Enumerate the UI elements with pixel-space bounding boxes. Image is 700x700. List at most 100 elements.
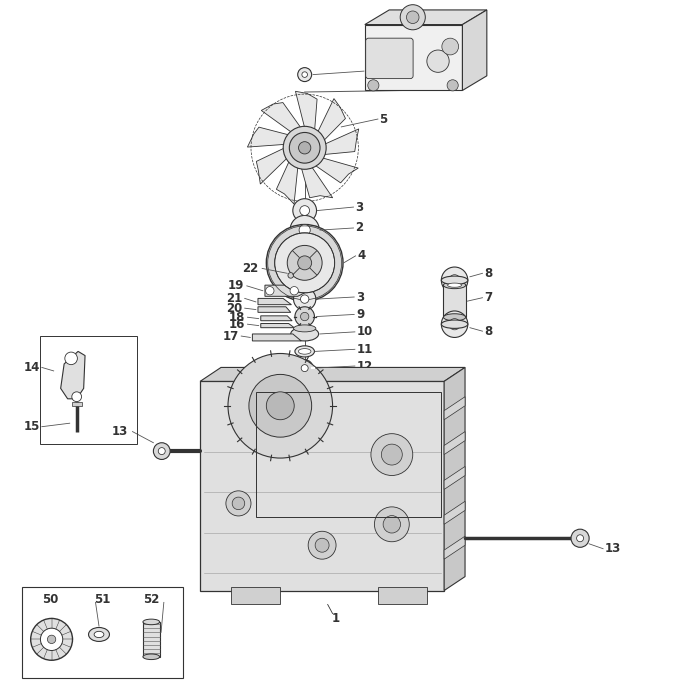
Circle shape	[301, 365, 308, 372]
Circle shape	[266, 392, 294, 420]
Text: 16: 16	[228, 318, 245, 330]
Text: 2: 2	[356, 221, 364, 234]
Polygon shape	[365, 25, 463, 90]
Circle shape	[441, 267, 468, 293]
Circle shape	[226, 491, 251, 516]
Ellipse shape	[295, 346, 314, 357]
Ellipse shape	[143, 619, 160, 624]
Text: 17: 17	[222, 330, 239, 342]
Polygon shape	[444, 397, 465, 420]
Ellipse shape	[441, 276, 468, 284]
Text: 8: 8	[484, 325, 493, 337]
Circle shape	[368, 80, 379, 91]
Circle shape	[449, 274, 460, 286]
Polygon shape	[444, 536, 465, 559]
Text: 8: 8	[484, 267, 493, 280]
FancyBboxPatch shape	[365, 38, 413, 78]
Circle shape	[382, 444, 402, 465]
Polygon shape	[61, 351, 85, 399]
Circle shape	[442, 38, 458, 55]
Text: 6: 6	[365, 64, 374, 78]
Polygon shape	[316, 99, 345, 143]
Circle shape	[31, 618, 73, 660]
Circle shape	[300, 312, 309, 321]
Ellipse shape	[443, 281, 466, 288]
Circle shape	[249, 374, 312, 438]
Text: 22: 22	[242, 262, 259, 275]
Polygon shape	[321, 129, 358, 155]
Circle shape	[298, 141, 311, 154]
Polygon shape	[261, 316, 292, 321]
Ellipse shape	[441, 320, 468, 328]
Circle shape	[374, 507, 409, 542]
Polygon shape	[463, 10, 486, 90]
Circle shape	[407, 11, 419, 24]
Circle shape	[400, 5, 426, 30]
Text: 21: 21	[225, 292, 242, 305]
Polygon shape	[276, 158, 298, 204]
Circle shape	[298, 68, 312, 82]
Text: 51: 51	[94, 593, 111, 606]
Circle shape	[447, 80, 458, 91]
Circle shape	[284, 126, 326, 169]
Circle shape	[266, 225, 343, 301]
Circle shape	[298, 256, 312, 270]
Circle shape	[293, 199, 316, 223]
Text: 1: 1	[332, 612, 340, 625]
Circle shape	[371, 434, 413, 475]
Bar	[22, 587, 183, 678]
Text: 5: 5	[379, 113, 388, 125]
Circle shape	[153, 442, 170, 459]
Text: 50: 50	[42, 593, 58, 606]
Circle shape	[232, 497, 245, 510]
Circle shape	[265, 286, 274, 295]
Ellipse shape	[88, 627, 109, 641]
Circle shape	[577, 535, 584, 542]
Polygon shape	[444, 368, 465, 591]
Circle shape	[449, 318, 460, 330]
Circle shape	[41, 628, 63, 650]
Polygon shape	[200, 382, 444, 591]
Circle shape	[571, 529, 589, 547]
Text: 11: 11	[357, 343, 373, 356]
Circle shape	[295, 307, 314, 326]
Circle shape	[315, 538, 329, 552]
Text: 15: 15	[23, 420, 40, 433]
Polygon shape	[365, 10, 486, 25]
Circle shape	[72, 392, 82, 402]
Polygon shape	[258, 298, 291, 304]
Bar	[378, 587, 427, 605]
Polygon shape	[253, 334, 301, 341]
Polygon shape	[261, 323, 294, 328]
Circle shape	[427, 50, 449, 72]
Ellipse shape	[293, 325, 316, 332]
Circle shape	[290, 216, 319, 245]
Circle shape	[300, 206, 309, 216]
Circle shape	[288, 272, 293, 278]
Polygon shape	[295, 91, 317, 134]
Ellipse shape	[447, 283, 461, 287]
Circle shape	[287, 246, 322, 280]
Circle shape	[290, 286, 298, 295]
Ellipse shape	[143, 654, 160, 659]
Polygon shape	[312, 157, 358, 183]
Circle shape	[441, 311, 468, 337]
Polygon shape	[247, 127, 292, 147]
Text: 3: 3	[356, 201, 364, 214]
Circle shape	[383, 516, 400, 533]
Text: 20: 20	[225, 302, 242, 315]
Text: 12: 12	[357, 360, 373, 372]
Bar	[232, 587, 280, 605]
Circle shape	[228, 354, 332, 458]
Polygon shape	[258, 307, 290, 312]
Circle shape	[65, 352, 78, 365]
Polygon shape	[444, 466, 465, 489]
Bar	[72, 402, 82, 406]
Text: 4: 4	[358, 249, 366, 262]
Circle shape	[48, 635, 56, 643]
Text: 10: 10	[357, 326, 373, 338]
Text: 18: 18	[228, 311, 245, 323]
Text: 7: 7	[484, 291, 493, 304]
Polygon shape	[265, 285, 304, 296]
Text: 13: 13	[606, 542, 622, 555]
